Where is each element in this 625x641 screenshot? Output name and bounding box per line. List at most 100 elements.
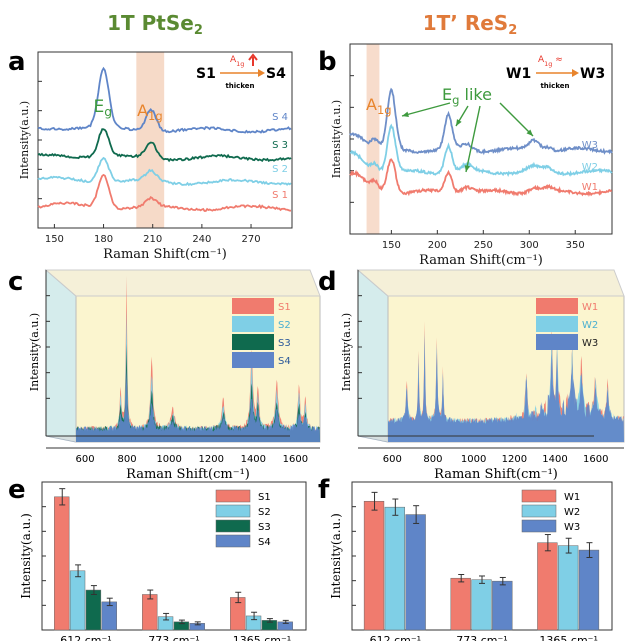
f-legend-swatch <box>521 504 557 518</box>
c-xlabel: Raman Shift(cm⁻¹) <box>126 467 250 482</box>
a-series-label: S 3 <box>272 140 288 151</box>
b-eg-pointer-arrowhead <box>464 165 471 172</box>
a-xtick-label: 240 <box>192 234 211 245</box>
left-title: 1T PtSe2 <box>107 11 203 38</box>
f-bar-w3 <box>492 580 513 631</box>
c-legend-label: S4 <box>278 356 291 367</box>
b-xtick-label: 300 <box>520 240 539 251</box>
right-title: 1T’ ReS2 <box>423 11 518 38</box>
a-xlabel: Raman Shift(cm⁻¹) <box>103 247 227 262</box>
c-ylabel: Intensity(a.u.) <box>28 313 41 391</box>
a-annotation-a1g-main: A <box>137 101 148 120</box>
b-annotation-eg-like: Eg like <box>442 85 492 107</box>
a-annotation-eg-sub: g <box>104 105 112 119</box>
c-back-wall <box>75 295 321 443</box>
b-series-w3-line <box>349 87 613 156</box>
a-inset-tag-sub: 1g <box>236 60 244 68</box>
d-xtick-label: 800 <box>423 454 442 465</box>
f-legend-label: W1 <box>564 492 580 503</box>
d-legend-label: W3 <box>582 338 598 349</box>
a-inset-start: S1 <box>196 66 216 82</box>
d-top-wall <box>356 269 625 297</box>
e-category-label: 612 cm⁻¹ <box>60 634 111 641</box>
a-series-s3-line <box>37 128 292 163</box>
d-xtick-label: 1600 <box>583 454 608 465</box>
e-ylabel: Intensity(a.u.) <box>19 513 33 599</box>
c-top-wall <box>44 269 321 297</box>
panel-letter-b: b <box>318 47 337 77</box>
b-inset-thicken: thicken <box>540 82 569 90</box>
a-inset-tag-main: A <box>230 55 237 65</box>
b-eg-pointer-arrow <box>401 102 451 117</box>
a-annotation-a1g-sub: 1g <box>148 109 163 123</box>
a-xtick-label: 180 <box>94 234 113 245</box>
a-inset-arrow-head <box>258 69 265 77</box>
d-side-wall <box>357 268 389 443</box>
c-legend-swatch <box>232 334 274 350</box>
d-xtick-label: 1200 <box>502 454 527 465</box>
panel-f: 612 cm⁻¹ 773 cm⁻¹ 1365 cm⁻¹ Intensity(a.u.)… <box>329 481 613 641</box>
e-bar-s4 <box>101 601 117 631</box>
e-category-label: 773 cm⁻¹ <box>148 634 199 641</box>
b-xlabel: Raman Shift(cm⁻¹) <box>419 253 543 268</box>
a-series-label: S 1 <box>272 190 288 201</box>
b-annotation-a1g-main: A <box>366 95 377 114</box>
a-inset-thicken: thicken <box>225 82 254 90</box>
a-inset-tag: A1g <box>230 55 244 68</box>
b-ylabel: Intensity(a.u.) <box>330 100 343 178</box>
f-legend-label: W2 <box>564 507 580 518</box>
a-series-s4-line <box>37 66 292 134</box>
d-ylabel: Intensity(a.u.) <box>340 313 353 391</box>
b-xtick-label: 350 <box>566 240 585 251</box>
c-legend-label: S1 <box>278 302 291 313</box>
c-xtick-label: 1400 <box>241 454 266 465</box>
a-plot-frame <box>37 51 293 229</box>
d-legend-swatch <box>536 316 578 332</box>
e-legend-swatch <box>215 489 251 503</box>
e-legend-swatch <box>215 519 251 533</box>
c-legend-swatch <box>232 298 274 314</box>
a-inset-end: S4 <box>266 66 286 82</box>
a-annotation-a1g: A1g <box>137 101 163 123</box>
f-bar-w1 <box>363 500 385 631</box>
f-legend-swatch <box>521 519 557 533</box>
panel-a: 150 180 210 240 270 Raman Shift(cm⁻¹) Intensit… <box>18 51 293 262</box>
c-legend-label: S2 <box>278 320 291 331</box>
c-layer-s4-area <box>76 369 320 442</box>
c-legend-swatch <box>232 352 274 368</box>
panel-letter-a: a <box>8 47 26 77</box>
b-inset-end: W3 <box>580 66 605 82</box>
d-legend-label: W1 <box>582 302 598 313</box>
c-legend-swatch <box>232 316 274 332</box>
b-annotation-eg-like-main: E <box>442 85 452 104</box>
b-series-label: W1 <box>582 182 598 193</box>
b-annotation-a1g-sub: 1g <box>377 103 392 117</box>
b-series-w2-line <box>349 123 613 178</box>
c-side-wall <box>45 268 77 443</box>
a-series-s1-line <box>37 173 292 212</box>
d-xtick-label: 600 <box>383 454 402 465</box>
f-bar-w3 <box>405 514 426 631</box>
c-legend-label: S3 <box>278 338 291 349</box>
d-layer-w3-area <box>388 335 624 442</box>
f-ylabel: Intensity(a.u.) <box>329 513 343 599</box>
a-series-label: S 2 <box>272 164 288 175</box>
f-category-label: 773 cm⁻¹ <box>456 634 507 641</box>
b-annotation-a1g: A1g <box>366 95 392 117</box>
d-legend-swatch <box>536 298 578 314</box>
c-xtick-label: 1200 <box>199 454 224 465</box>
e-bar-s1 <box>54 496 70 631</box>
panel-e: 612 cm⁻¹ 773 cm⁻¹ 1365 cm⁻¹ Intensity(a.u.)… <box>19 481 307 641</box>
b-inset-arrow-head <box>572 69 579 77</box>
c-layer-s1-area <box>76 275 320 442</box>
d-legend-label: W2 <box>582 320 598 331</box>
e-legend-label: S4 <box>258 537 271 548</box>
a-annotation-eg: Eg <box>94 97 113 119</box>
a-highlight-band <box>136 52 165 228</box>
b-xtick-label: 150 <box>382 240 401 251</box>
b-series-label: W3 <box>582 140 598 151</box>
b-annotation-eg-like-tail: like <box>459 85 492 104</box>
a-series-s2-line <box>37 156 292 187</box>
panel-letter-f: f <box>318 475 330 505</box>
